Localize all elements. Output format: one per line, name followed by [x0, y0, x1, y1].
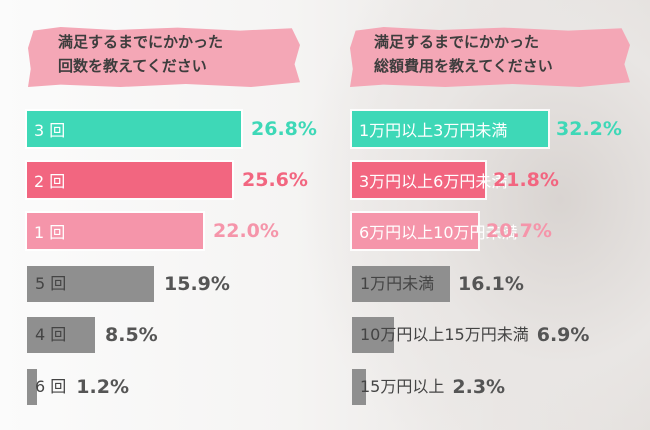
bar	[352, 266, 450, 302]
category-label: 1万円未満	[360, 274, 435, 293]
bar: 3万円以上6万円未満	[350, 160, 507, 200]
bar: 1 回	[25, 211, 205, 251]
bar	[27, 317, 95, 353]
value-label: 15.9%	[164, 273, 230, 295]
category-label: 3 回	[34, 121, 66, 140]
value-label: 8.5%	[105, 324, 158, 346]
bar: 6万円以上10万円未満	[350, 211, 518, 251]
value-label: 32.2%	[556, 118, 622, 140]
bar	[352, 317, 394, 353]
bar	[352, 369, 366, 405]
value-label: 22.0%	[213, 220, 279, 242]
chart-visit-count: 満足するまでにかかった 回数を教えてください 3 回 26.8% 2 回 25.6% 1…	[25, 27, 317, 405]
chart-title: 満足するまでにかかった 総額費用を教えてください	[374, 33, 553, 75]
category-label: 4 回	[35, 325, 67, 344]
value-label: 26.8%	[251, 118, 317, 140]
chart-title-background	[28, 27, 300, 87]
category-label: 2 回	[34, 172, 66, 191]
value-label: 20.7%	[486, 220, 552, 242]
category-label: 1 回	[34, 223, 66, 242]
chart-title-background	[350, 27, 630, 87]
category-label: 5 回	[35, 274, 67, 293]
bar: 1万円以上3万円未満	[350, 109, 550, 149]
category-label: 6 回	[35, 377, 67, 396]
category-label: 1万円以上3万円未満	[359, 121, 508, 140]
category-label: 10万円以上15万円未満	[360, 325, 529, 344]
chart-total-cost: 満足するまでにかかった 総額費用を教えてください 1万円以上3万円未満 32.2%…	[340, 0, 645, 430]
bar: 3 回	[25, 109, 243, 149]
value-label: 1.2%	[76, 376, 129, 398]
bar	[27, 369, 37, 405]
bar: 2 回	[25, 160, 234, 200]
value-label: 21.8%	[493, 169, 559, 191]
bar	[27, 266, 154, 302]
value-label: 6.9%	[536, 324, 590, 346]
value-label: 2.3%	[452, 376, 506, 398]
chart-title: 満足するまでにかかった 回数を教えてください	[58, 33, 224, 75]
value-label: 16.1%	[458, 273, 524, 295]
category-label: 15万円以上	[360, 377, 445, 396]
category-label: 6万円以上10万円未満	[359, 223, 518, 242]
category-label: 3万円以上6万円未満	[359, 172, 508, 191]
value-label: 25.6%	[242, 169, 308, 191]
